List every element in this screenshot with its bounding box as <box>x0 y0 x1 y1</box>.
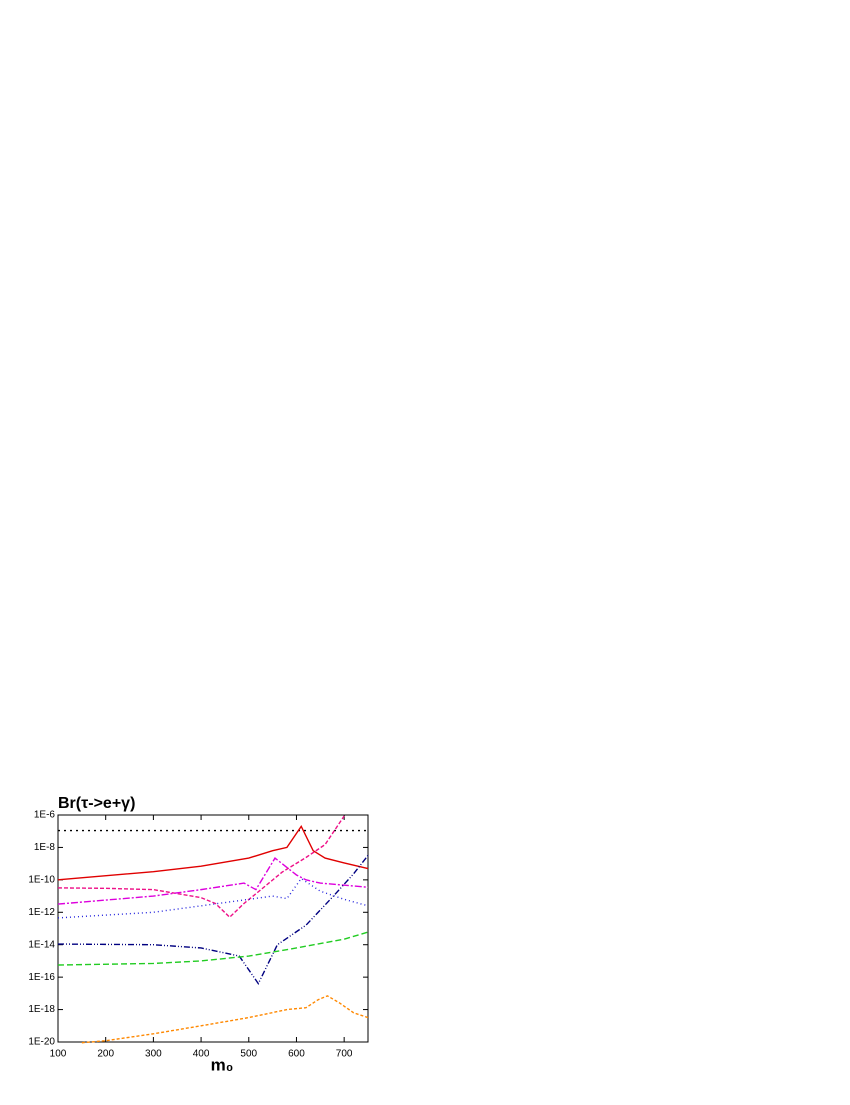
x-tick-label: 500 <box>240 1049 257 1060</box>
x-tick-label: 700 <box>336 1049 353 1060</box>
x-axis-label: m₀ <box>211 1055 234 1074</box>
x-tick-label: 400 <box>193 1049 210 1060</box>
y-tick-label: 1E-12 <box>28 907 55 918</box>
y-tick-label: 1E-18 <box>28 1004 55 1015</box>
series-line <box>57 824 369 881</box>
plot-frame <box>57 814 369 1043</box>
y-tick-label: 1E-14 <box>28 939 55 950</box>
series-line <box>57 815 345 919</box>
y-tick-label: 1E-6 <box>34 810 56 821</box>
series-line <box>57 931 369 966</box>
y-tick-label: 1E-20 <box>28 1037 55 1048</box>
x-tick-label: 600 <box>288 1049 305 1060</box>
y-tick-label: 1E-16 <box>28 972 55 983</box>
x-tick-label: 200 <box>97 1049 114 1060</box>
series-line <box>81 995 369 1044</box>
y-tick-label: 1E-10 <box>28 874 55 885</box>
series-line <box>57 857 369 905</box>
x-tick-label: 100 <box>50 1049 67 1060</box>
series-line <box>57 877 369 919</box>
chart-title: Br(τ->e+γ) <box>58 795 135 812</box>
x-tick-label: 300 <box>145 1049 162 1060</box>
y-tick-label: 1E-8 <box>34 842 56 853</box>
